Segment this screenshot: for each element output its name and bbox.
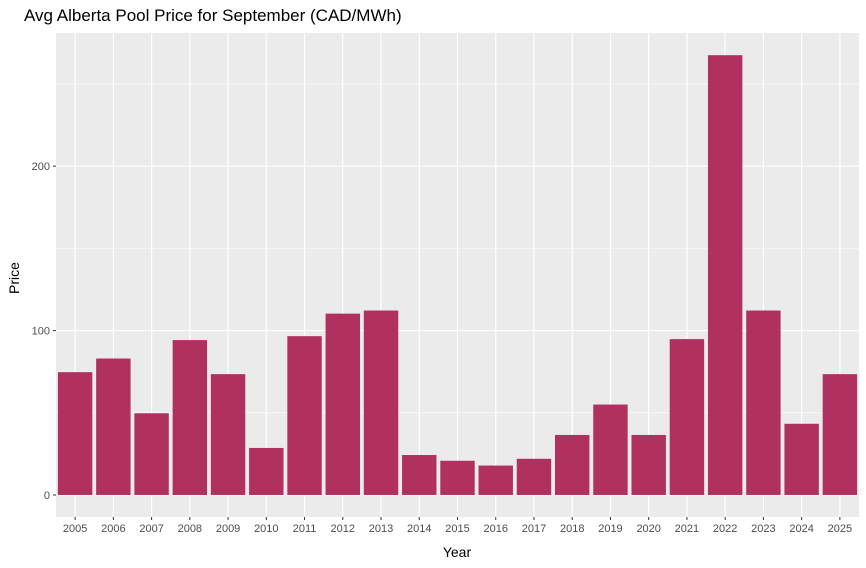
x-tick-label-2025: 2025 — [828, 523, 852, 535]
x-tick-label-2021: 2021 — [675, 523, 699, 535]
x-tick-label-2009: 2009 — [216, 523, 240, 535]
x-tick-label-2014: 2014 — [407, 523, 431, 535]
x-tick-label-2022: 2022 — [713, 523, 737, 535]
x-tick-label-2015: 2015 — [445, 523, 469, 535]
chart-title: Avg Alberta Pool Price for September (CA… — [24, 6, 402, 25]
x-tick-label-2012: 2012 — [331, 523, 355, 535]
bar-2024 — [784, 423, 819, 495]
bar-2006 — [96, 358, 131, 495]
axes: 0 100 200 2005 2006 2007 2008 2009 2010 2011 2012 2… — [32, 161, 852, 535]
bars — [57, 55, 858, 495]
x-tick-label-2006: 2006 — [101, 523, 125, 535]
bar-2005 — [57, 372, 93, 495]
bar-2025 — [822, 374, 858, 495]
bar-2023 — [746, 310, 781, 495]
bar-2019 — [593, 404, 628, 495]
y-tick-label: 200 — [32, 161, 50, 173]
x-tick-label-2005: 2005 — [63, 523, 87, 535]
x-tick-label-2011: 2011 — [293, 523, 317, 535]
bar-2012 — [325, 313, 360, 495]
y-tick-label: 100 — [32, 326, 50, 338]
x-tick-label-2024: 2024 — [789, 523, 813, 535]
bar-2011 — [287, 336, 322, 495]
bar-2014 — [402, 455, 437, 495]
x-tick-label-2008: 2008 — [178, 523, 202, 535]
y-axis-title: Price — [6, 262, 22, 294]
x-tick-label-2010: 2010 — [254, 523, 278, 535]
bar-2016 — [478, 465, 513, 495]
x-tick-label-2017: 2017 — [522, 523, 546, 535]
bar-2018 — [555, 434, 590, 495]
x-tick-label-2023: 2023 — [751, 523, 775, 535]
bar-2022 — [707, 55, 743, 495]
bar-2020 — [631, 434, 666, 495]
bar-2017 — [516, 458, 552, 495]
bar-2015 — [440, 460, 475, 495]
x-tick-label-2013: 2013 — [369, 523, 393, 535]
bar-2009 — [210, 374, 246, 495]
bar-2008 — [172, 340, 208, 495]
x-tick-label-2020: 2020 — [636, 523, 660, 535]
x-axis-title: Year — [443, 544, 472, 560]
x-tick-label-2018: 2018 — [560, 523, 584, 535]
bar-2021 — [669, 339, 705, 495]
x-tick-label-2007: 2007 — [139, 523, 163, 535]
bar-2010 — [249, 447, 284, 495]
bar-2007 — [134, 413, 169, 495]
x-tick-label-2016: 2016 — [483, 523, 507, 535]
x-tick-label-2019: 2019 — [598, 523, 622, 535]
bar-2013 — [363, 310, 399, 495]
y-tick-label: 0 — [44, 490, 50, 502]
